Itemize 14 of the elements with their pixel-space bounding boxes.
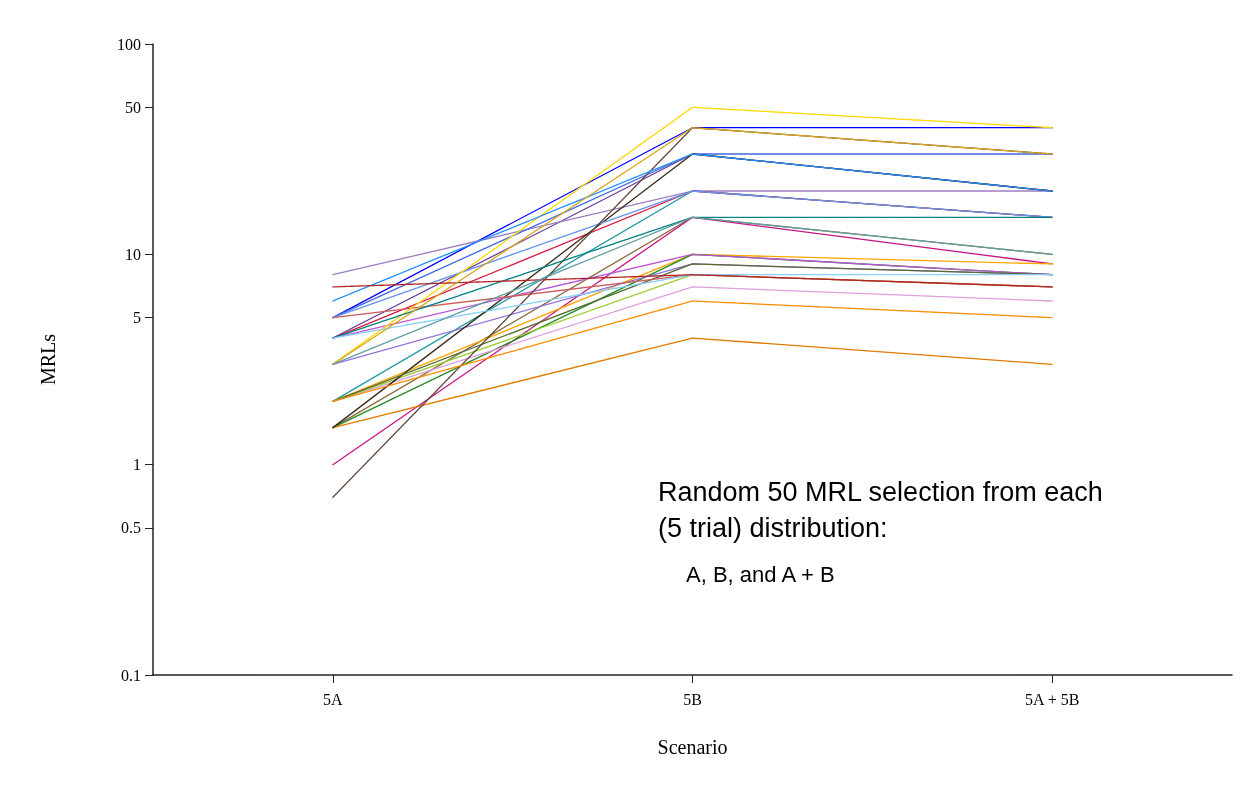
y-tick-label: 50 bbox=[125, 98, 141, 116]
x-tick-label: 5A + 5B bbox=[1024, 690, 1080, 708]
y-tick-label: 5 bbox=[133, 309, 141, 327]
x-tick-label: 5A bbox=[323, 690, 344, 708]
y-tick-label: 100 bbox=[117, 35, 141, 53]
x-tick-label: 5B bbox=[683, 690, 702, 708]
y-tick-label: 1 bbox=[133, 456, 141, 474]
x-axis-title: Scenario bbox=[657, 736, 728, 758]
y-tick-label: 0.1 bbox=[121, 666, 141, 684]
y-axis-title: MRLs bbox=[37, 333, 59, 386]
y-tick-label: 10 bbox=[125, 245, 141, 263]
y-tick-label: 0.5 bbox=[121, 519, 141, 537]
annotation: A, B, and A + B bbox=[686, 561, 835, 587]
annotation: Random 50 MRL selection from each (5 trial) distribution: bbox=[658, 477, 1103, 543]
